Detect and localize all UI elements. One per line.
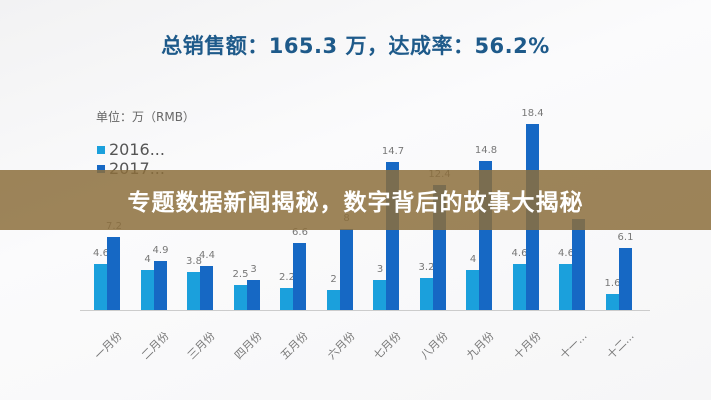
- bar-value-label: 14.8: [474, 144, 498, 156]
- unit-label: 单位：万（RMB）: [96, 110, 195, 124]
- bar-2017: [618, 248, 632, 310]
- bar-2016: [187, 271, 200, 310]
- banner-title: 专题数据新闻揭秘，数字背后的故事大揭秘: [127, 190, 584, 216]
- bar-value-label: 14.7: [381, 145, 405, 157]
- x-tick-label: 六月份: [324, 329, 358, 362]
- bar-2016: [373, 279, 386, 310]
- bar-value-label: 4: [144, 253, 151, 265]
- legend-swatch-2016: [97, 145, 105, 154]
- bar-2016: [326, 289, 340, 310]
- bar-value-label: 4.4: [199, 249, 215, 261]
- bar-value-label: 3: [250, 263, 257, 275]
- bar-value-label: 18.4: [521, 108, 544, 120]
- bar-2016: [559, 263, 572, 310]
- legend-label: 2016...: [109, 140, 165, 159]
- bar-2016: [466, 269, 479, 310]
- title-banner: 专题数据新闻揭秘，数字背后的故事大揭秘: [0, 170, 711, 230]
- legend-swatch-2017: [97, 164, 105, 173]
- bar-value-label: 4.9: [152, 244, 169, 256]
- x-tick-label: 七月份: [371, 329, 404, 362]
- x-tick-label: 十月份: [510, 329, 544, 362]
- x-tick-label: 八月份: [417, 329, 451, 362]
- bar-2016: [140, 269, 154, 310]
- x-tick-label: 一月份: [92, 329, 125, 362]
- bar-2016: [605, 293, 619, 310]
- bar-2016: [94, 263, 107, 310]
- bar-value-label: 2.5: [232, 268, 249, 280]
- x-axis-line: [80, 310, 650, 311]
- bar-value-label: 1.6: [604, 277, 621, 289]
- bar-2017: [153, 260, 167, 310]
- bar-value-label: 4.6: [93, 247, 109, 259]
- bar-2017: [339, 229, 353, 310]
- bar-value-label: 3.8: [186, 255, 202, 267]
- x-tick-label: 二月份: [138, 329, 172, 362]
- bar-value-label: 2: [330, 273, 337, 285]
- bar-2016: [233, 284, 247, 310]
- bar-2016: [280, 287, 293, 310]
- bar-2017: [572, 219, 585, 310]
- bar-value-label: 2.2: [279, 271, 295, 283]
- x-tick-label: 十一...: [557, 329, 590, 362]
- chart-headline: 总销售额：165.3 万，达成率：56.2%: [161, 34, 550, 58]
- bar-value-label: 4.6: [511, 247, 528, 259]
- x-tick-label: 五月份: [278, 329, 311, 362]
- bar-2017: [246, 279, 260, 310]
- bar-value-label: 3.2: [418, 261, 435, 273]
- bar-value-label: 3: [376, 263, 384, 275]
- bar-2017: [200, 265, 213, 310]
- bar-value-label: 4.6: [558, 247, 574, 259]
- bar-2016: [419, 277, 433, 310]
- bar-2016: [512, 263, 526, 310]
- bar-value-label: 6.1: [617, 232, 634, 244]
- bar-value-label: 6.6: [292, 227, 308, 239]
- bar-2017: [107, 237, 120, 310]
- x-tick-label: 十二...: [603, 329, 637, 362]
- bar-2017: [293, 243, 306, 310]
- x-tick-label: 九月份: [464, 329, 497, 362]
- bar-value-label: 4: [469, 253, 477, 265]
- legend-item-2016: 2016...: [97, 140, 165, 159]
- x-tick-label: 三月份: [185, 329, 218, 362]
- x-tick-label: 四月份: [231, 329, 265, 362]
